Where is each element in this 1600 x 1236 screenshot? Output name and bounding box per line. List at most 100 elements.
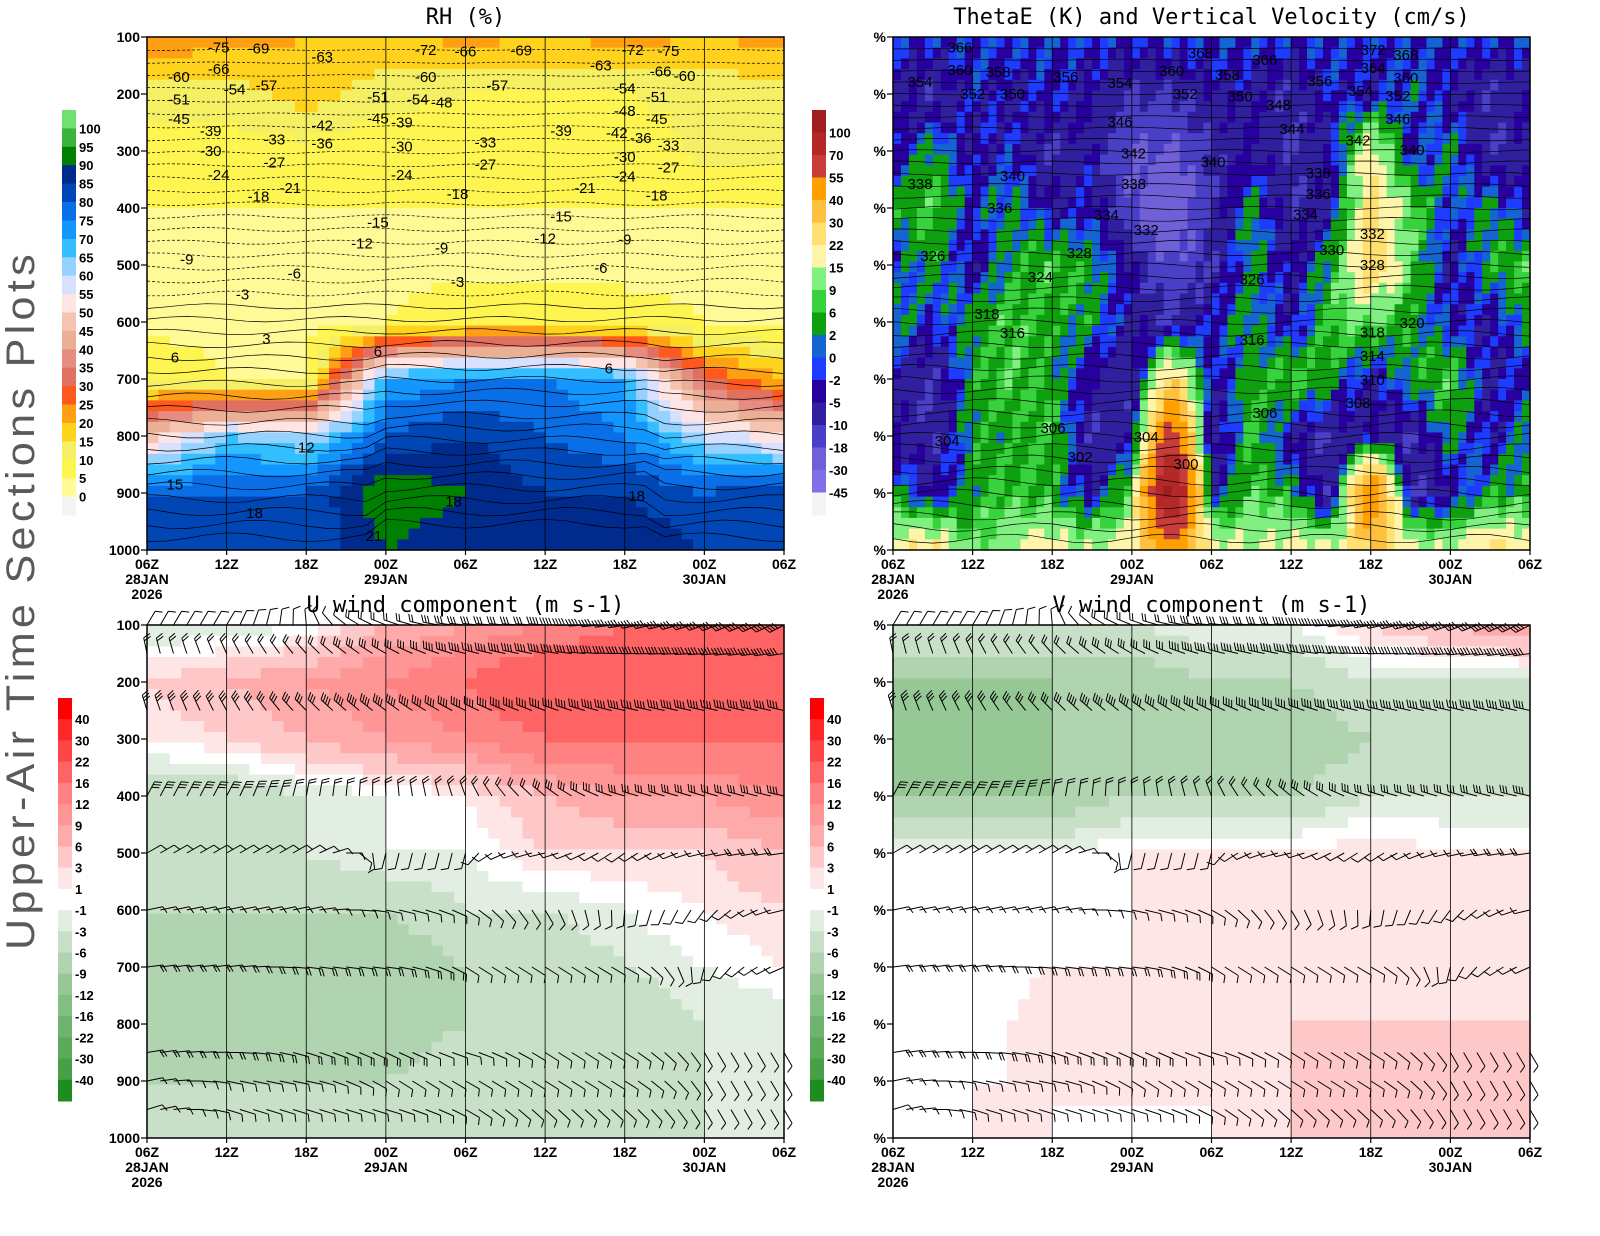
heatmap-cell	[203, 218, 216, 230]
heatmap-cell	[1100, 90, 1109, 102]
heatmap-cell	[238, 208, 250, 220]
heatmap-cell	[272, 453, 285, 466]
heatmap-cell	[226, 304, 239, 316]
heatmap-cell	[670, 539, 683, 551]
heatmap-cell	[1012, 293, 1021, 305]
heatmap-cell	[1410, 229, 1420, 241]
heatmap-cell	[996, 218, 1006, 230]
heatmap-cell	[317, 208, 330, 220]
contour-label: -33	[658, 137, 680, 154]
heatmap-cell	[579, 143, 592, 156]
heatmap-cell	[613, 186, 626, 198]
heatmap-cell	[488, 37, 501, 49]
heatmap-cell	[681, 379, 694, 391]
heatmap-cell	[1299, 69, 1308, 81]
heatmap-cell	[408, 250, 421, 263]
colorbar-label: 0	[79, 490, 86, 505]
heatmap-cell	[704, 69, 717, 81]
heatmap-cell	[647, 336, 660, 348]
heatmap-cell	[956, 58, 966, 70]
heatmap-cell	[272, 229, 285, 241]
heatmap-cell	[533, 314, 546, 327]
heatmap-cell	[681, 325, 694, 337]
heatmap-cell	[249, 122, 262, 134]
heatmap-cell	[956, 314, 966, 327]
heatmap-cell	[215, 90, 228, 102]
heatmap-cell	[1522, 304, 1531, 316]
heatmap-cell	[996, 79, 1006, 92]
heatmap-cell	[420, 133, 432, 145]
heatmap-cell	[454, 165, 467, 177]
heatmap-cell	[1187, 293, 1197, 305]
heatmap-cell	[226, 58, 239, 70]
heatmap-cell	[158, 175, 171, 188]
heatmap-cell	[715, 282, 728, 295]
heatmap-cell	[590, 485, 603, 498]
heatmap-cell	[1076, 58, 1085, 70]
heatmap-cell	[1498, 261, 1507, 273]
heatmap-cell	[1291, 218, 1300, 230]
heatmap-cell	[181, 250, 194, 263]
heatmap-cell	[294, 400, 307, 412]
heatmap-cell	[647, 507, 660, 519]
heatmap-cell	[693, 346, 705, 359]
heatmap-cell	[1187, 250, 1197, 263]
heatmap-cell	[1219, 229, 1229, 241]
heatmap-cell	[545, 37, 558, 49]
heatmap-cell	[1020, 90, 1029, 102]
heatmap-cell	[1330, 143, 1340, 156]
heatmap-cell	[624, 186, 637, 198]
heatmap-cell	[761, 400, 774, 412]
heatmap-cell	[158, 229, 171, 241]
heatmap-cell	[1052, 293, 1061, 305]
contour-label: -33	[475, 134, 497, 151]
heatmap-cell	[317, 197, 330, 209]
heatmap-cell	[181, 218, 194, 230]
heatmap-cell	[613, 528, 626, 540]
heatmap-cell	[590, 69, 603, 81]
heatmap-cell	[511, 272, 523, 284]
heatmap-cell	[1036, 37, 1045, 49]
heatmap-cell	[1315, 90, 1324, 102]
heatmap-cell	[1490, 186, 1499, 198]
heatmap-cell	[693, 37, 705, 49]
heatmap-cell	[590, 37, 603, 49]
heatmap-cell	[1020, 229, 1029, 241]
heatmap-cell	[761, 379, 774, 391]
heatmap-cell	[761, 272, 774, 284]
heatmap-cell	[636, 411, 649, 423]
heatmap-cell	[226, 421, 239, 434]
heatmap-cell	[761, 485, 774, 498]
heatmap-cell	[238, 37, 250, 49]
heatmap-cell	[158, 389, 171, 401]
heatmap-cell	[169, 90, 182, 102]
contour-label: -51	[646, 89, 668, 106]
heatmap-cell	[988, 90, 998, 102]
heatmap-cell	[499, 133, 512, 145]
heatmap-cell	[1012, 250, 1021, 263]
heatmap-cell	[1362, 79, 1372, 92]
heatmap-cell	[1330, 122, 1340, 134]
heatmap-cell	[465, 90, 478, 102]
heatmap-cell	[908, 250, 918, 263]
heatmap-cell	[1004, 154, 1014, 166]
heatmap-cell	[1139, 240, 1149, 252]
heatmap-cell	[1036, 218, 1045, 230]
heatmap-cell	[499, 58, 512, 70]
contour-label: -9	[618, 231, 631, 248]
heatmap-cell	[1171, 229, 1181, 241]
heatmap-cell	[964, 143, 974, 156]
colorbar-swatch	[62, 220, 76, 240]
heatmap-cell	[1243, 208, 1252, 220]
heatmap-cell	[1418, 272, 1428, 284]
heatmap-cell	[1490, 304, 1499, 316]
heatmap-cell	[1203, 197, 1213, 209]
heatmap-cell	[681, 197, 694, 209]
heatmap-cell	[1147, 304, 1157, 316]
heatmap-cell	[340, 272, 353, 284]
heatmap-cell	[1052, 58, 1061, 70]
heatmap-cell	[1410, 218, 1420, 230]
heatmap-cell	[681, 165, 694, 177]
heatmap-cell	[511, 443, 523, 455]
heatmap-cell	[901, 47, 910, 59]
